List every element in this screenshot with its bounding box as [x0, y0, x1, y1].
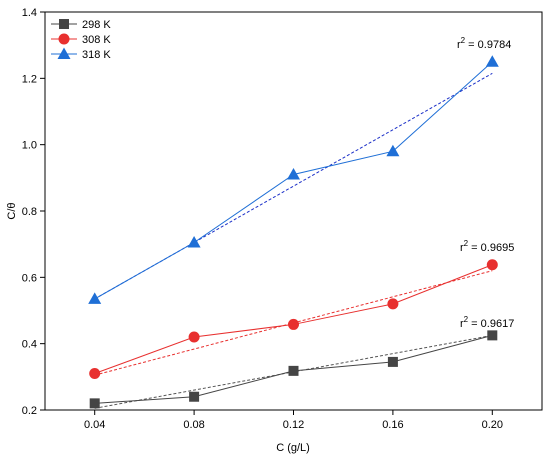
- r-squared-annotation: r2 = 0.9617: [460, 315, 514, 330]
- data-point: [89, 398, 100, 409]
- legend-label: 298 K: [82, 19, 111, 31]
- series-318-k: [88, 55, 499, 304]
- legend-marker: [59, 19, 69, 29]
- data-point: [88, 292, 102, 304]
- data-point: [387, 298, 399, 310]
- r-squared-annotation: r2 = 0.9784: [457, 36, 511, 51]
- y-tick-label: 1.2: [22, 73, 37, 85]
- x-tick-label: 0.08: [183, 419, 204, 431]
- legend-marker: [58, 33, 70, 45]
- legend-item: 298 K: [51, 19, 111, 31]
- r-squared-annotation: r2 = 0.9695: [460, 239, 514, 254]
- r-label: r: [460, 242, 464, 254]
- legend-item: 318 K: [51, 47, 111, 61]
- data-point: [188, 331, 200, 343]
- y-axis-title: C/θ: [6, 202, 18, 219]
- y-tick-label: 0.6: [22, 272, 37, 284]
- r2-value: = 0.9695: [468, 242, 514, 254]
- legend-label: 318 K: [82, 49, 111, 61]
- r2-value: = 0.9617: [468, 318, 514, 330]
- data-point: [288, 318, 299, 330]
- data-point: [386, 144, 400, 157]
- data-point: [89, 368, 101, 380]
- legend-item: 308 K: [51, 33, 111, 46]
- series-308-k: [89, 259, 498, 380]
- data-point: [187, 236, 201, 248]
- x-axis-title: C (g/L): [276, 442, 310, 454]
- x-tick-label: 0.16: [382, 419, 403, 431]
- legend-label: 308 K: [82, 34, 111, 46]
- x-tick-label: 0.12: [283, 419, 304, 431]
- y-tick-label: 0.4: [22, 339, 37, 351]
- r-superscript: 2: [461, 36, 466, 45]
- y-tick-label: 1.4: [22, 7, 37, 19]
- data-point: [287, 168, 300, 180]
- y-tick-label: 0.8: [22, 206, 37, 218]
- series-layer: [88, 55, 499, 409]
- axes-layer: 0.04 0.08 0.12 0.16 0.20 0.2 0.4 0.6 0.8 1.0 1.2 1.…: [22, 7, 503, 431]
- r-label: r: [457, 39, 461, 51]
- legend: 298 K 308 K 318 K: [51, 19, 111, 61]
- r2-value: = 0.9784: [465, 39, 511, 51]
- data-point: [487, 330, 498, 341]
- y-tick-label: 1.0: [22, 140, 37, 152]
- data-point: [189, 391, 200, 402]
- r-superscript: 2: [464, 315, 469, 324]
- y-tick-label: 0.2: [22, 405, 37, 417]
- series-298-k: [89, 330, 498, 409]
- data-point: [387, 356, 398, 367]
- data-point: [485, 55, 499, 67]
- r-superscript: 2: [464, 239, 469, 248]
- r-label: r: [460, 318, 464, 330]
- data-point: [486, 259, 498, 271]
- legend-marker: [57, 47, 71, 59]
- data-point: [288, 365, 299, 376]
- x-tick-label: 0.20: [482, 419, 503, 431]
- x-tick-label: 0.04: [84, 419, 105, 431]
